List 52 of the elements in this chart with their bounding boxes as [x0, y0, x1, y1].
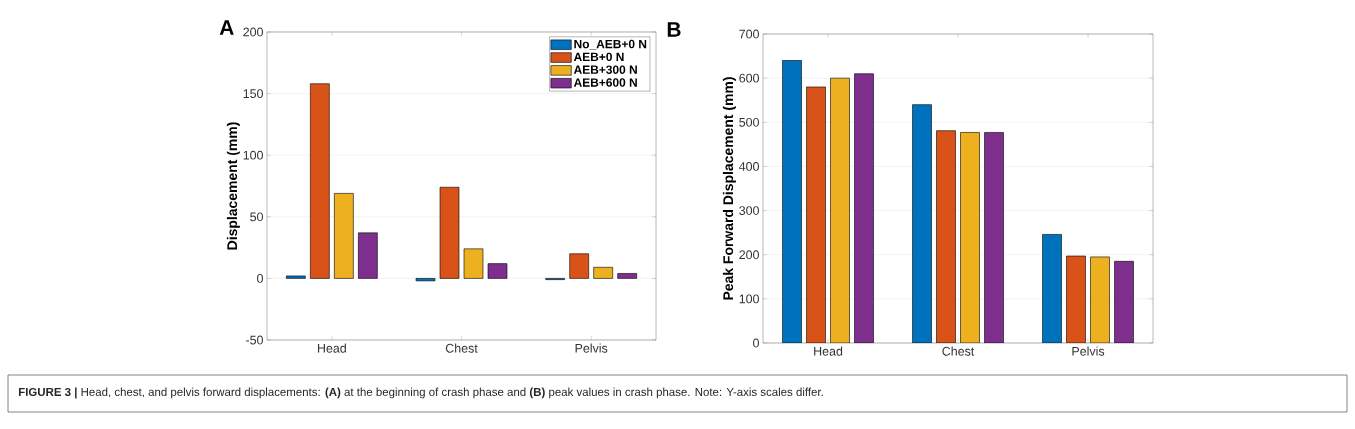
bar — [984, 132, 1004, 343]
bar — [1114, 261, 1134, 343]
y-tick-label: 150 — [243, 89, 263, 99]
bar — [593, 267, 613, 279]
y-tick-label: 300 — [739, 206, 760, 215]
y-tick-label: 50 — [250, 212, 263, 222]
x-tick-label: Chest — [445, 343, 478, 353]
y-tick-label: 200 — [739, 250, 760, 260]
legend-label: No_AEB+0 N — [574, 39, 647, 50]
bar — [936, 130, 956, 343]
bar — [569, 253, 589, 279]
bar — [487, 263, 508, 279]
y-tick-label: 500 — [739, 117, 760, 127]
x-tick-label: Chest — [942, 346, 975, 356]
y-tick-label: 0 — [257, 274, 263, 283]
bar — [334, 193, 354, 279]
y-tick-label: 600 — [739, 73, 760, 83]
bar — [912, 104, 932, 343]
y-tick-label: 200 — [243, 27, 263, 37]
x-tick-label: Head — [317, 343, 346, 353]
bar — [310, 83, 330, 279]
bar — [358, 232, 378, 279]
y-tick-label: 400 — [739, 162, 760, 171]
bar — [854, 73, 874, 343]
bar — [415, 278, 436, 282]
y-tick-label: 100 — [739, 294, 760, 304]
y-tick-label: 700 — [739, 29, 760, 39]
bar — [439, 186, 460, 279]
bar — [1090, 256, 1110, 343]
y-tick-label: 100 — [243, 150, 263, 160]
chart-title: A — [219, 20, 234, 35]
y-tick-label: 0 — [753, 338, 760, 348]
y-axis-title: Displacement (mm) — [226, 122, 240, 250]
bar — [1066, 255, 1086, 343]
bar — [830, 77, 850, 343]
bar — [806, 86, 826, 343]
y-axis-title: Peak Forward Displacement (mm) — [722, 77, 736, 300]
bar — [960, 132, 980, 343]
bar — [782, 60, 802, 343]
bar — [286, 275, 306, 279]
y-tick-label: -50 — [246, 335, 263, 345]
legend-label: AEB+0 N — [573, 52, 624, 62]
legend-label: AEB+300 N — [573, 65, 637, 74]
text: FIGURE 3 | Head, chest, and pelvis forward displacements: (A) at the beginning of crash phase and (B) peak values in crash phase. Note: Y-axis scales differ. — [18, 387, 823, 399]
x-tick-label: Head — [814, 346, 843, 356]
legend-label: AEB+600 N — [573, 78, 637, 87]
x-tick-label: Pelvis — [575, 343, 608, 353]
chart-title: B — [667, 22, 681, 37]
bar — [463, 248, 484, 279]
bar — [1042, 234, 1062, 343]
bar — [617, 273, 637, 279]
x-tick-label: Pelvis — [1072, 346, 1105, 356]
